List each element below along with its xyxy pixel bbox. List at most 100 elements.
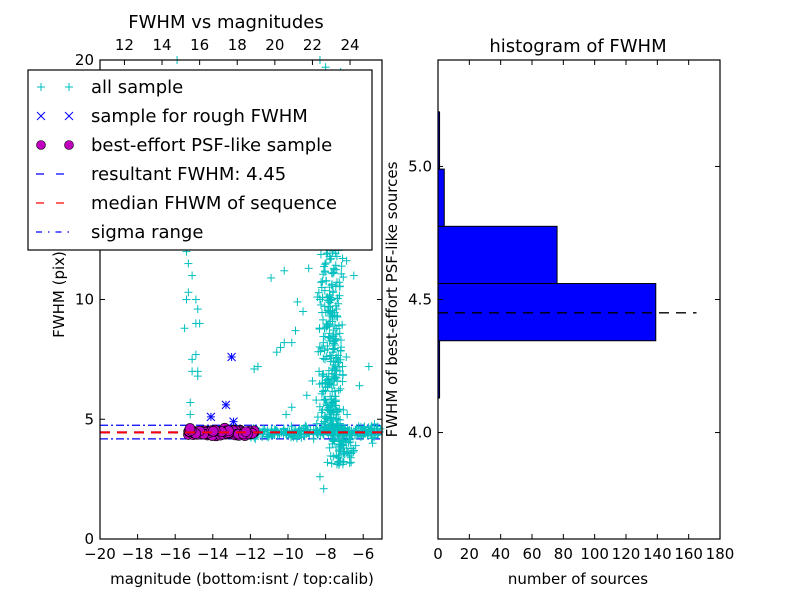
all-sample-point (319, 354, 328, 363)
all-sample-point (317, 278, 326, 287)
all-sample-point (280, 266, 289, 275)
all-sample-point (339, 436, 348, 445)
all-sample-point (297, 424, 306, 433)
x-tick-label: −10 (272, 545, 304, 563)
all-sample-point (302, 429, 311, 438)
histogram-title: histogram of FWHM (489, 36, 666, 57)
top-x-tick-label: 24 (340, 36, 359, 54)
x-tick-label: −18 (122, 545, 154, 563)
x-tick-label: 40 (491, 545, 510, 563)
all-sample-point (316, 347, 325, 356)
legend-label: all sample (91, 77, 183, 98)
all-sample-point (321, 396, 330, 405)
all-sample-point (345, 459, 354, 468)
scatter-points (100, 56, 385, 493)
all-sample-point (195, 319, 204, 328)
all-sample-point (338, 254, 347, 263)
all-sample-point (335, 282, 344, 291)
scatter-panel: −20 −18 −16 −14 −12 −10 −8 −6 0 5 10 20 12 14 16 18 20 22… (27, 12, 385, 588)
all-sample-point (368, 439, 377, 448)
all-sample-point (182, 295, 191, 304)
all-sample-point (291, 326, 300, 335)
all-sample-point (330, 436, 339, 445)
all-sample-point (336, 384, 345, 393)
all-sample-point (319, 484, 328, 493)
all-sample-point (315, 324, 324, 333)
y-tick-label: 5 (84, 410, 94, 428)
all-sample-point (319, 387, 328, 396)
all-sample-point (346, 438, 355, 447)
all-sample-point (339, 405, 348, 414)
all-sample-point (193, 305, 202, 314)
all-sample-point (289, 433, 298, 442)
circle-marker-icon (36, 140, 46, 150)
all-sample-point (325, 410, 334, 419)
all-sample-point (323, 401, 332, 410)
all-sample-point (349, 271, 358, 280)
all-sample-point (296, 426, 305, 435)
all-sample-point (327, 416, 336, 425)
all-sample-point (221, 400, 230, 409)
legend-entry: sample for rough FWHM (36, 106, 308, 127)
x-tick-label: 180 (706, 545, 735, 563)
all-sample-point (317, 419, 326, 428)
all-sample-point (333, 421, 342, 430)
all-sample-point (191, 295, 200, 304)
all-sample-point (292, 434, 301, 443)
x-tick-label: −6 (352, 545, 374, 563)
all-sample-point (344, 448, 353, 457)
all-sample-point (315, 367, 324, 376)
all-sample-point (229, 417, 238, 426)
all-sample-point (311, 426, 320, 435)
x-tick-label: 120 (612, 545, 641, 563)
all-sample-point (321, 332, 330, 341)
legend-label: sample for rough FWHM (91, 106, 308, 127)
legend-label: resultant FWHM: 4.45 (91, 164, 286, 185)
all-sample-point (370, 420, 379, 429)
all-sample-point (332, 311, 341, 320)
all-sample-point (335, 329, 344, 338)
all-sample-point (334, 386, 343, 395)
all-sample-point (342, 447, 351, 456)
all-sample-point (332, 278, 341, 287)
all-sample-point (253, 362, 262, 371)
all-sample-point (325, 329, 334, 338)
all-sample-point (317, 283, 326, 292)
x-tick-label: 160 (674, 545, 703, 563)
psf-sample-point (207, 426, 219, 437)
circle-marker-icon (64, 140, 74, 150)
all-sample-point (335, 358, 344, 367)
all-sample-point (364, 362, 373, 371)
histogram-y-label: FWHM of best-effort PSF-like sources (383, 161, 401, 437)
all-sample-point (339, 273, 348, 282)
y-tick-label: 10 (75, 291, 94, 309)
histogram-panel: 0 20 40 60 80 100 120 140 160 180 4.0 4.5 5.0 histog… (383, 36, 734, 588)
legend: all sample sample for rough FWHM best-effo… (27, 69, 373, 251)
all-sample-point (319, 315, 328, 324)
all-sample-point (315, 472, 324, 481)
all-sample-point (320, 395, 329, 404)
all-sample-point (322, 323, 331, 332)
all-sample-point (325, 320, 334, 329)
all-sample-point (323, 383, 332, 392)
all-sample-point (317, 344, 326, 353)
all-sample-point (325, 283, 334, 292)
all-sample-point (336, 458, 345, 467)
all-sample-point (328, 313, 337, 322)
all-sample-point (329, 345, 338, 354)
all-sample-point (313, 413, 322, 422)
all-sample-point (282, 410, 291, 419)
legend-entry: median FHWM of sequence (36, 193, 337, 214)
legend-box (27, 69, 373, 251)
all-sample-point (326, 306, 335, 315)
all-sample-point (227, 352, 236, 361)
all-sample-point (317, 300, 326, 309)
all-sample-point (338, 362, 347, 371)
y-tick-label: 4.0 (408, 424, 432, 442)
all-sample-point (264, 433, 273, 442)
all-sample-point (316, 430, 325, 439)
x-tick-label: −8 (315, 545, 337, 563)
all-sample-point (324, 333, 333, 342)
all-sample-point (287, 422, 296, 431)
